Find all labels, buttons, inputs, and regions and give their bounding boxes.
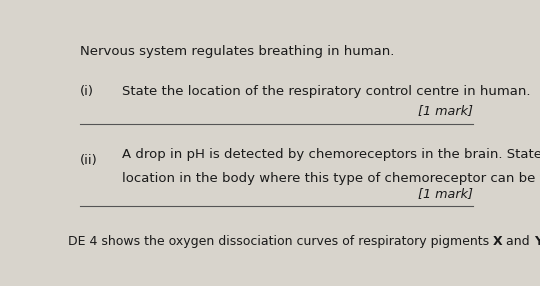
Text: and: and bbox=[502, 235, 534, 248]
Text: A drop in pH is detected by chemoreceptors in the brain. State another: A drop in pH is detected by chemorecepto… bbox=[122, 148, 540, 161]
Text: [1 mark]: [1 mark] bbox=[418, 187, 474, 200]
Text: State the location of the respiratory control centre in human.: State the location of the respiratory co… bbox=[122, 85, 530, 98]
Text: [1 mark]: [1 mark] bbox=[418, 104, 474, 117]
Text: X: X bbox=[492, 235, 502, 248]
Text: Y: Y bbox=[534, 235, 540, 248]
Text: (i): (i) bbox=[80, 85, 94, 98]
Text: (ii): (ii) bbox=[80, 154, 98, 167]
Text: DE 4 shows the oxygen dissociation curves of respiratory pigments: DE 4 shows the oxygen dissociation curve… bbox=[68, 235, 492, 248]
Text: location in the body where this type of chemoreceptor can be found.: location in the body where this type of … bbox=[122, 172, 540, 185]
Text: Nervous system regulates breathing in human.: Nervous system regulates breathing in hu… bbox=[80, 45, 394, 58]
